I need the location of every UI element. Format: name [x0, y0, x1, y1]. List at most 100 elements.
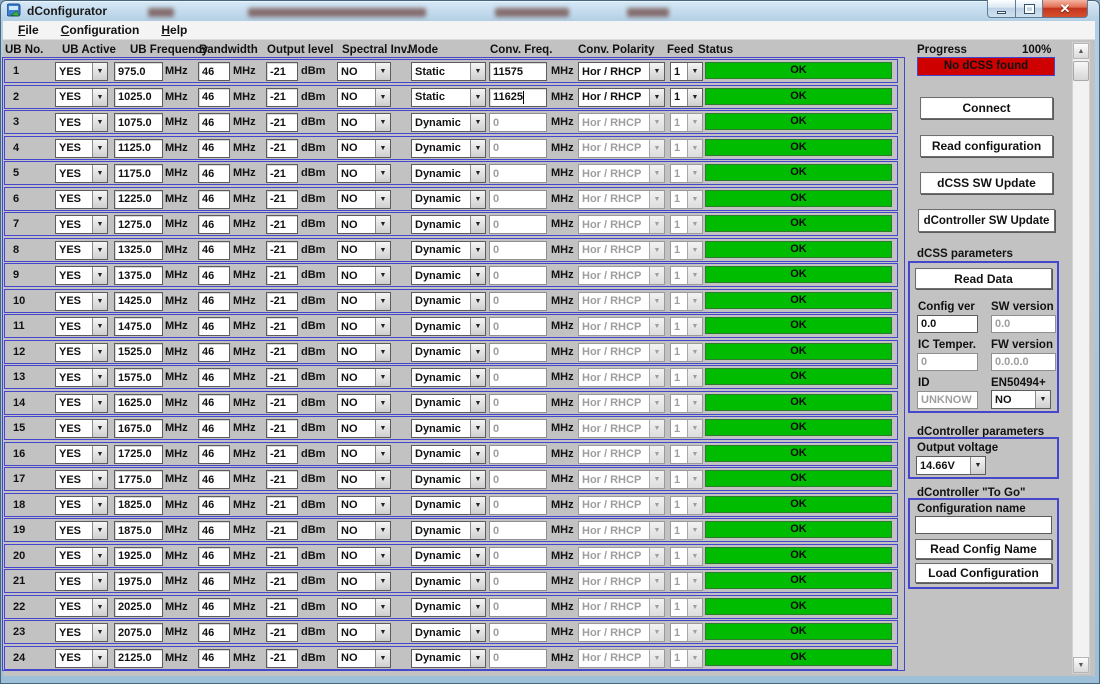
conv-polarity-select[interactable]: Hor / RHCP ▼: [578, 368, 665, 387]
mode-select[interactable]: Dynamic ▼: [411, 164, 486, 183]
mode-select[interactable]: Dynamic ▼: [411, 342, 486, 362]
output-level-input[interactable]: -21: [266, 266, 298, 285]
ub-frequency-input[interactable]: 1275.0: [114, 215, 163, 234]
mode-select[interactable]: Dynamic ▼: [411, 495, 486, 515]
mode-select[interactable]: Dynamic ▼: [411, 597, 486, 617]
bandwidth-input[interactable]: 46: [198, 189, 230, 209]
ub-frequency-input[interactable]: 1325.0: [114, 240, 163, 260]
conv-polarity-select[interactable]: Hor / RHCP ▼: [578, 470, 665, 489]
feed-select[interactable]: 1 ▼: [670, 291, 703, 311]
output-level-input[interactable]: -21: [266, 444, 298, 464]
ub-active-select[interactable]: YES ▼: [55, 368, 108, 387]
conv-freq-input[interactable]: 0: [489, 419, 547, 438]
spectral-inv-select[interactable]: NO ▼: [337, 597, 391, 617]
output-level-input[interactable]: -21: [266, 215, 298, 234]
conv-polarity-select[interactable]: Hor / RHCP ▼: [578, 215, 665, 234]
bandwidth-input[interactable]: 46: [198, 393, 230, 413]
ub-frequency-input[interactable]: 1875.0: [114, 521, 163, 540]
conv-freq-input[interactable]: 0: [489, 546, 547, 566]
ub-active-select[interactable]: YES ▼: [55, 87, 108, 107]
spectral-inv-select[interactable]: NO ▼: [337, 266, 391, 285]
bandwidth-input[interactable]: 46: [198, 597, 230, 617]
mode-select[interactable]: Static ▼: [411, 87, 486, 107]
mode-select[interactable]: Dynamic ▼: [411, 444, 486, 464]
mode-select[interactable]: Dynamic ▼: [411, 317, 486, 336]
spectral-inv-select[interactable]: NO ▼: [337, 240, 391, 260]
ub-frequency-input[interactable]: 2075.0: [114, 623, 163, 642]
conv-polarity-select[interactable]: Hor / RHCP ▼: [578, 623, 665, 642]
ub-active-select[interactable]: YES ▼: [55, 189, 108, 209]
mode-select[interactable]: Dynamic ▼: [411, 138, 486, 158]
conv-freq-input[interactable]: 0: [489, 444, 547, 464]
conv-polarity-select[interactable]: Hor / RHCP ▼: [578, 419, 665, 438]
conv-freq-input[interactable]: 0: [489, 291, 547, 311]
bandwidth-input[interactable]: 46: [198, 419, 230, 438]
load-configuration-button[interactable]: Load Configuration: [915, 563, 1052, 583]
ub-frequency-input[interactable]: 1725.0: [114, 444, 163, 464]
conv-freq-input[interactable]: 0: [489, 572, 547, 591]
conv-freq-input[interactable]: 0: [489, 648, 547, 668]
conv-polarity-select[interactable]: Hor / RHCP ▼: [578, 62, 665, 81]
menu-help[interactable]: Help: [161, 23, 188, 37]
dcontroller-sw-update-button[interactable]: dController SW Update: [918, 209, 1055, 232]
spectral-inv-select[interactable]: NO ▼: [337, 189, 391, 209]
ub-active-select[interactable]: YES ▼: [55, 342, 108, 362]
output-level-input[interactable]: -21: [266, 291, 298, 311]
spectral-inv-select[interactable]: NO ▼: [337, 291, 391, 311]
spectral-inv-select[interactable]: NO ▼: [337, 521, 391, 540]
feed-select[interactable]: 1 ▼: [670, 546, 703, 566]
bandwidth-input[interactable]: 46: [198, 444, 230, 464]
conv-freq-input[interactable]: 0: [489, 495, 547, 515]
ub-active-select[interactable]: YES ▼: [55, 62, 108, 81]
mode-select[interactable]: Static ▼: [411, 62, 486, 81]
feed-select[interactable]: 1 ▼: [670, 317, 703, 336]
ub-active-select[interactable]: YES ▼: [55, 470, 108, 489]
mode-select[interactable]: Dynamic ▼: [411, 291, 486, 311]
conv-polarity-select[interactable]: Hor / RHCP ▼: [578, 648, 665, 668]
ub-frequency-input[interactable]: 1675.0: [114, 419, 163, 438]
conv-polarity-select[interactable]: Hor / RHCP ▼: [578, 572, 665, 591]
conv-polarity-select[interactable]: Hor / RHCP ▼: [578, 164, 665, 183]
spectral-inv-select[interactable]: NO ▼: [337, 495, 391, 515]
feed-select[interactable]: 1 ▼: [670, 521, 703, 540]
conv-freq-input[interactable]: 0: [489, 189, 547, 209]
bandwidth-input[interactable]: 46: [198, 113, 230, 132]
vertical-scrollbar[interactable]: ▲ ▼: [1072, 42, 1090, 674]
read-configuration-button[interactable]: Read configuration: [920, 135, 1053, 157]
conv-freq-input[interactable]: 0: [489, 164, 547, 183]
ub-frequency-input[interactable]: 1925.0: [114, 546, 163, 566]
ub-frequency-input[interactable]: 1775.0: [114, 470, 163, 489]
conv-freq-input[interactable]: 0: [489, 240, 547, 260]
ub-active-select[interactable]: YES ▼: [55, 546, 108, 566]
spectral-inv-select[interactable]: NO ▼: [337, 215, 391, 234]
conv-freq-input[interactable]: 0: [489, 317, 547, 336]
mode-select[interactable]: Dynamic ▼: [411, 240, 486, 260]
conv-polarity-select[interactable]: Hor / RHCP ▼: [578, 444, 665, 464]
bandwidth-input[interactable]: 46: [198, 546, 230, 566]
ub-active-select[interactable]: YES ▼: [55, 572, 108, 591]
conv-freq-input[interactable]: 0: [489, 266, 547, 285]
mode-select[interactable]: Dynamic ▼: [411, 572, 486, 591]
feed-select[interactable]: 1 ▼: [670, 164, 703, 183]
conv-freq-input[interactable]: 0: [489, 597, 547, 617]
mode-select[interactable]: Dynamic ▼: [411, 266, 486, 285]
configuration-name-input[interactable]: [915, 516, 1052, 534]
spectral-inv-select[interactable]: NO ▼: [337, 317, 391, 336]
feed-select[interactable]: 1 ▼: [670, 470, 703, 489]
ub-frequency-input[interactable]: 975.0: [114, 62, 163, 81]
spectral-inv-select[interactable]: NO ▼: [337, 393, 391, 413]
conv-polarity-select[interactable]: Hor / RHCP ▼: [578, 521, 665, 540]
conv-freq-input[interactable]: 11575: [489, 62, 547, 81]
feed-select[interactable]: 1 ▼: [670, 138, 703, 158]
output-level-input[interactable]: -21: [266, 240, 298, 260]
mode-select[interactable]: Dynamic ▼: [411, 189, 486, 209]
output-level-input[interactable]: -21: [266, 419, 298, 438]
output-level-input[interactable]: -21: [266, 62, 298, 81]
mode-select[interactable]: Dynamic ▼: [411, 546, 486, 566]
output-level-input[interactable]: -21: [266, 393, 298, 413]
bandwidth-input[interactable]: 46: [198, 470, 230, 489]
title-bar[interactable]: dConfigurator ✕: [0, 0, 1100, 21]
output-level-input[interactable]: -21: [266, 368, 298, 387]
feed-select[interactable]: 1 ▼: [670, 444, 703, 464]
output-level-input[interactable]: -21: [266, 317, 298, 336]
